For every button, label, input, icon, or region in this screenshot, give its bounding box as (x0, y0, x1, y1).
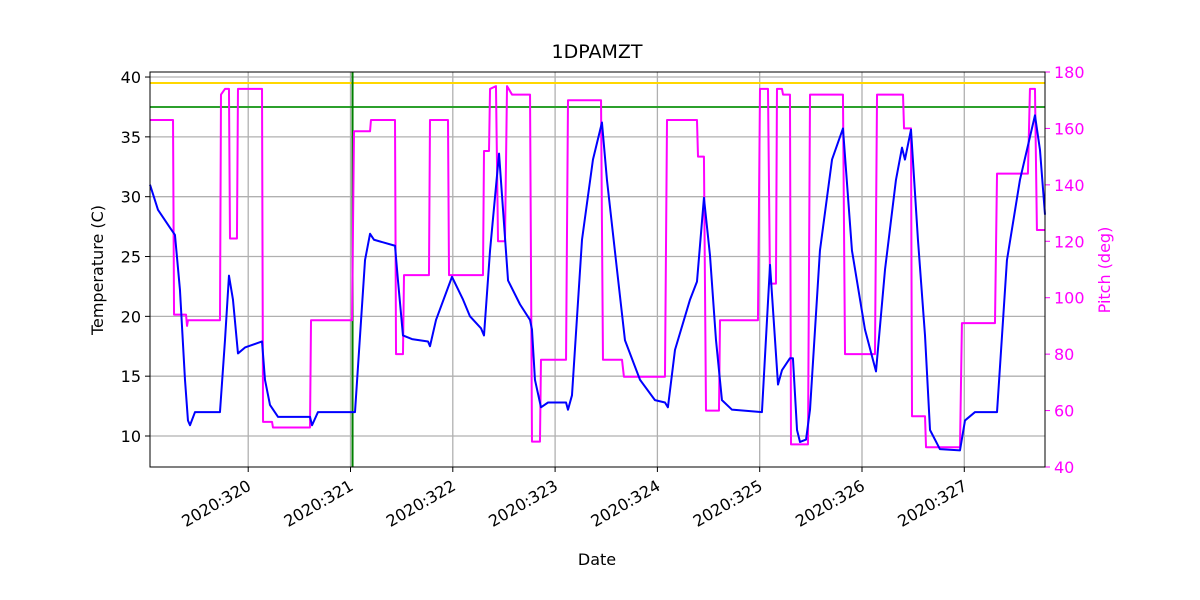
chart-title: 1DPAMZT (552, 41, 643, 63)
x-tick-label: 2020:327 (894, 476, 970, 531)
y-tick-label: 35 (121, 128, 141, 147)
y2-tick-label: 180 (1054, 63, 1085, 82)
y2-tick-label: 120 (1054, 232, 1085, 251)
x-tick-label: 2020:324 (588, 476, 664, 531)
y2-tick-label: 60 (1054, 402, 1074, 421)
y2-tick-label: 140 (1054, 176, 1085, 195)
y-tick-label: 25 (121, 248, 141, 267)
x-tick-label: 2020:322 (383, 476, 459, 531)
series-line (150, 85, 1045, 449)
y-tick-label: 20 (121, 307, 141, 326)
x-tick-label: 2020:325 (690, 476, 766, 531)
y2-tick-label: 160 (1054, 119, 1085, 138)
x-tick-label: 2020:320 (178, 476, 254, 531)
y-tick-label: 10 (121, 427, 141, 446)
y-tick-label: 15 (121, 367, 141, 386)
plot-frame (149, 71, 1046, 468)
y-axis-label: Temperature (C) (88, 205, 107, 336)
x-tick-label: 2020:323 (485, 476, 561, 531)
y2-tick-label: 40 (1054, 458, 1074, 477)
y2-axis-label: Pitch (deg) (1095, 227, 1114, 314)
x-tick-label: 2020:321 (281, 476, 357, 531)
y-tick-label: 40 (121, 68, 141, 87)
y2-tick-label: 80 (1054, 345, 1074, 364)
y2-tick-label: 100 (1054, 289, 1085, 308)
x-axis-label: Date (578, 550, 616, 569)
y-tick-label: 30 (121, 188, 141, 207)
series-line (149, 114, 1046, 452)
x-tick-label: 2020:326 (792, 476, 868, 531)
